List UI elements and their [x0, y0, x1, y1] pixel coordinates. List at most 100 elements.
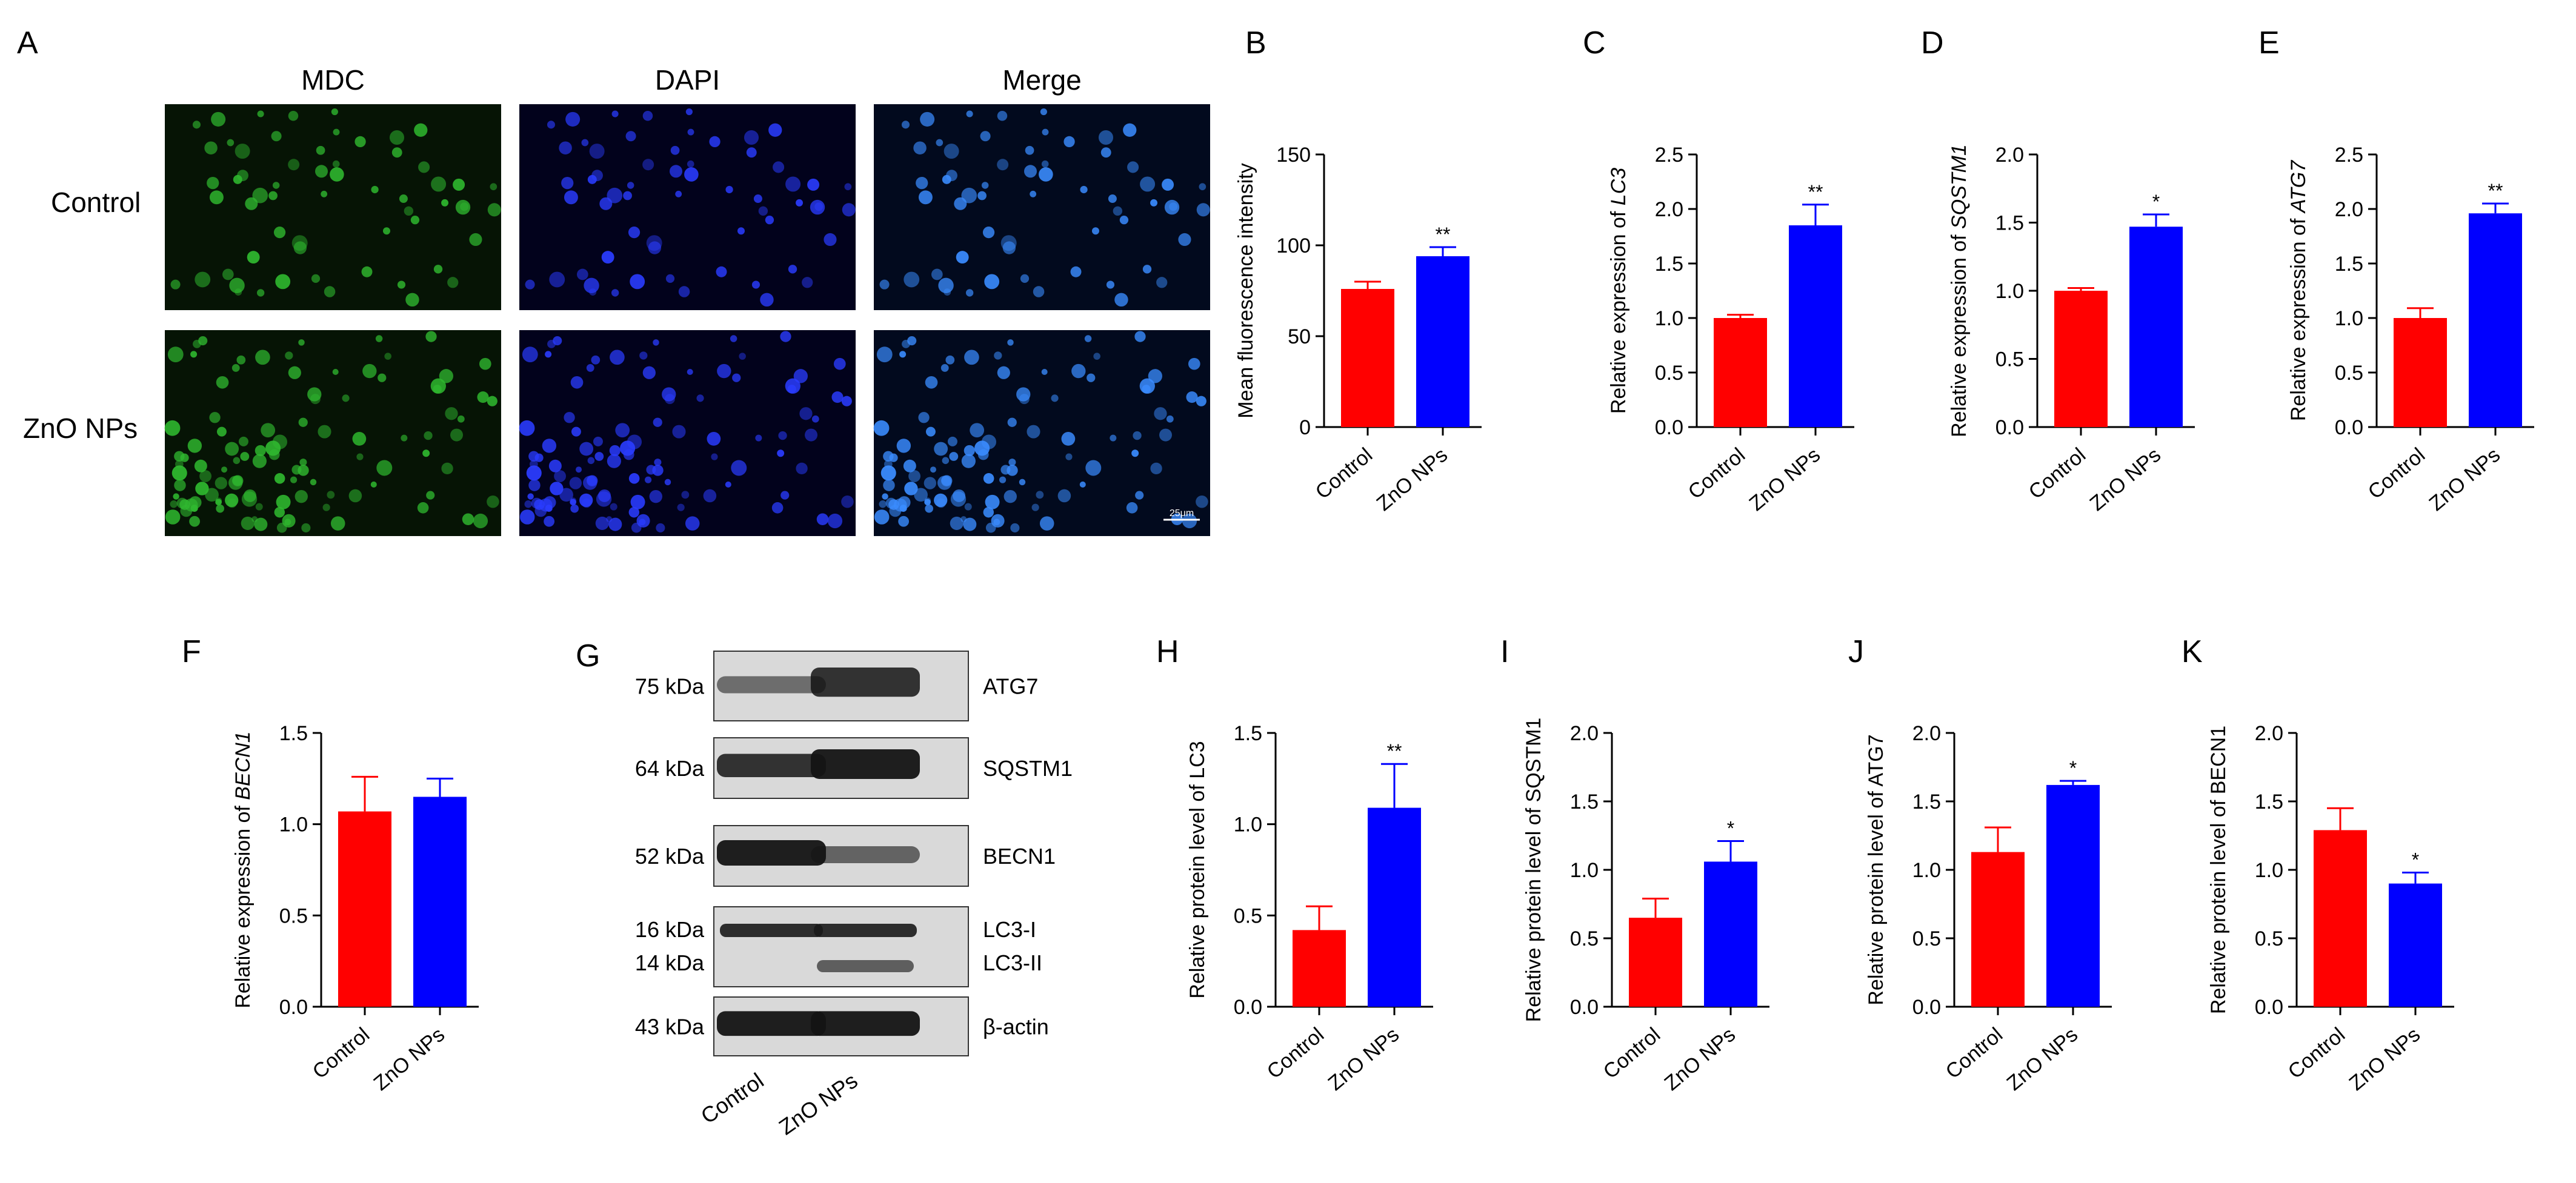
y-tick-label: 0.5	[2255, 927, 2283, 950]
cell	[628, 227, 641, 239]
cell	[290, 476, 298, 483]
cell	[276, 522, 287, 533]
cell	[361, 266, 373, 277]
cell	[238, 436, 248, 446]
cell	[375, 335, 383, 342]
cell	[956, 251, 969, 264]
cell	[771, 502, 784, 514]
cell	[318, 425, 331, 439]
cell	[799, 407, 813, 420]
cell	[544, 515, 555, 527]
chart-J: J 0.0 0.5 1.0 1.5 2.0 Relative protein level o…	[1848, 634, 2112, 1095]
cell	[731, 460, 747, 476]
cell	[559, 488, 573, 502]
cell	[965, 289, 974, 297]
cell	[255, 445, 266, 457]
cell	[565, 111, 581, 127]
cell	[225, 493, 239, 508]
cell	[1036, 491, 1044, 499]
bar-control	[1341, 289, 1394, 427]
cell	[316, 145, 325, 155]
cell	[245, 197, 258, 210]
cell	[653, 417, 662, 427]
cell	[426, 491, 435, 500]
cell	[780, 491, 790, 500]
chart-B: B 0 50 100 150 Mean fluorescence intensity Con…	[1234, 25, 1482, 515]
cell	[827, 513, 843, 529]
y-tick-label: 1.5	[1570, 790, 1599, 814]
cell	[639, 519, 646, 526]
significance-marker: *	[1727, 818, 1734, 840]
cell	[1039, 167, 1053, 182]
y-tick-label: 2.0	[2255, 722, 2283, 745]
band	[717, 676, 826, 694]
cell	[1033, 286, 1045, 297]
cell	[581, 139, 589, 147]
cell	[670, 145, 680, 155]
y-tick-label: 0.5	[1912, 927, 1941, 950]
cell	[814, 202, 824, 211]
cell	[477, 391, 489, 403]
cell	[170, 500, 178, 508]
y-tick-label: 0.0	[2255, 996, 2283, 1019]
cell	[983, 473, 994, 484]
cell	[717, 363, 731, 379]
y-tick-label: 0.5	[1995, 348, 2024, 371]
y-axis-label: Relative protein level of BECN1	[2207, 726, 2230, 1014]
cell	[310, 394, 321, 405]
cell	[1002, 241, 1016, 254]
bar-control	[1714, 318, 1767, 427]
cell	[284, 519, 291, 526]
cell	[970, 423, 985, 438]
cell	[1070, 266, 1082, 277]
cell	[936, 139, 944, 147]
cell	[882, 493, 888, 500]
cell	[644, 476, 652, 483]
cell	[170, 279, 181, 290]
x-tick-label: Control	[1942, 1023, 2007, 1084]
y-tick-label: 2.5	[1655, 144, 1683, 167]
cell	[942, 457, 950, 465]
cell	[1110, 434, 1117, 442]
cell	[913, 141, 927, 154]
cell	[529, 460, 538, 469]
panel-letter: J	[1848, 634, 1864, 669]
cell	[527, 493, 534, 500]
cell	[610, 503, 617, 511]
cell	[1027, 425, 1040, 439]
cell	[227, 498, 237, 508]
cell	[194, 459, 207, 472]
cell	[433, 265, 443, 274]
significance-marker: *	[2152, 191, 2160, 213]
cell	[209, 190, 224, 205]
cell	[591, 355, 601, 365]
cell	[371, 185, 379, 194]
cell	[918, 190, 933, 205]
cell	[1087, 373, 1096, 382]
x-tick-label: ZnO NPs	[2425, 443, 2505, 515]
cell	[1041, 368, 1048, 376]
y-axis-label: Relative protein level of LC3	[1186, 741, 1209, 998]
x-tick-label: ZnO NPs	[1324, 1023, 1404, 1095]
cell	[490, 183, 498, 191]
x-tick-label: ZnO NPs	[1660, 1023, 1740, 1095]
cell	[1114, 293, 1128, 307]
panel-letter: H	[1156, 634, 1179, 669]
protein-label: SQSTM1	[983, 756, 1073, 781]
cell	[997, 159, 1009, 171]
cell	[681, 491, 690, 499]
cell	[582, 498, 591, 508]
cell	[1040, 108, 1047, 116]
x-tick-label: ZnO NPs	[1745, 443, 1825, 515]
cell	[1135, 491, 1144, 500]
cell	[941, 475, 952, 486]
cell	[315, 165, 328, 178]
y-tick-label: 0.0	[279, 996, 308, 1019]
cell	[587, 457, 595, 465]
chart-E: E 0.0 0.5 1.0 1.5 2.0 2.5 Relative expression o…	[2258, 25, 2534, 515]
cell	[685, 108, 693, 116]
cell	[256, 289, 265, 297]
cell	[549, 271, 565, 288]
cell	[362, 363, 377, 379]
band	[817, 960, 914, 972]
